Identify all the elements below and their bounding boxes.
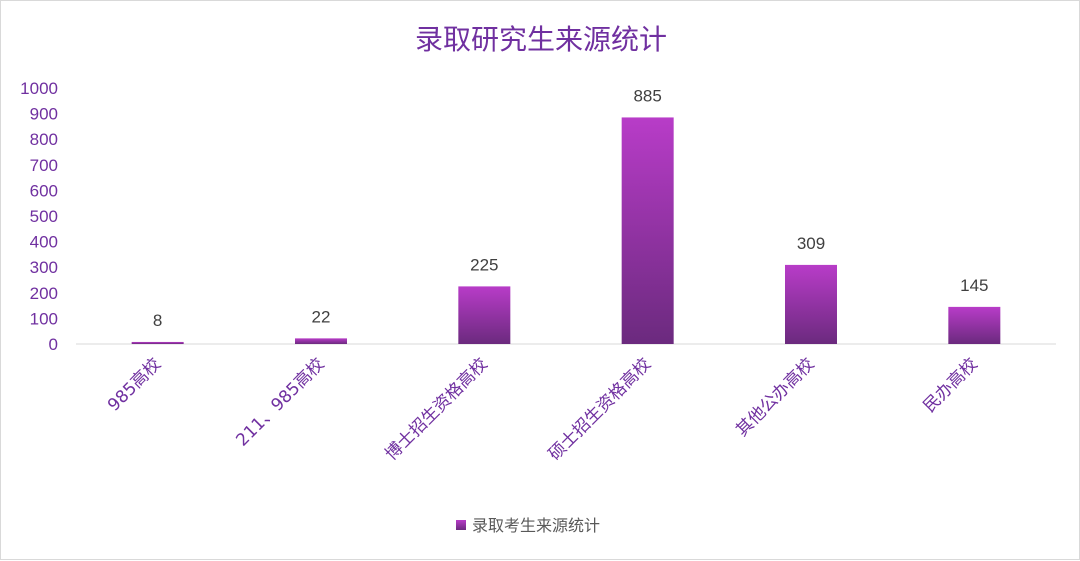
y-tick-label: 300	[30, 258, 58, 277]
y-tick-label: 0	[49, 335, 58, 354]
x-tick-label: 民办高校	[920, 354, 982, 416]
legend-label: 录取考生来源统计	[472, 516, 600, 535]
legend: 录取考生来源统计	[456, 516, 600, 535]
x-tick-label: 博士招生资格高校	[382, 354, 492, 464]
y-tick-label: 600	[30, 181, 58, 200]
x-axis: 985高校 211、985高校 博士招生资格高校 硕士招生资格高校 其他公办高校 民办高校	[104, 354, 982, 464]
data-label: 885	[633, 86, 661, 105]
chart-title: 录取研究生来源统计	[415, 23, 667, 56]
data-label: 8	[153, 311, 162, 330]
x-tick-label: 985高校	[104, 354, 165, 415]
y-tick-label: 400	[30, 233, 58, 252]
y-tick-label: 900	[30, 105, 58, 124]
x-tick-label: 211、985高校	[232, 354, 328, 450]
y-tick-label: 500	[30, 207, 58, 226]
bar	[785, 264, 837, 344]
x-tick-label: 硕士招生资格高校	[545, 354, 655, 464]
y-tick-label: 100	[30, 309, 58, 328]
legend-swatch	[456, 520, 466, 530]
y-axis: 0 100 200 300 400 500 600 700 800 900 1000	[20, 79, 58, 354]
bar	[458, 286, 511, 344]
y-tick-label: 1000	[20, 79, 58, 98]
bar	[948, 306, 1001, 344]
y-tick-label: 700	[30, 156, 58, 175]
bar	[295, 338, 347, 344]
y-tick-label: 200	[30, 284, 58, 303]
data-label: 225	[470, 255, 498, 274]
data-label: 309	[797, 234, 825, 253]
data-label: 145	[960, 276, 988, 295]
x-tick-label: 其他公办高校	[732, 354, 818, 440]
bar	[131, 341, 184, 344]
bars-group: 8 22 225 885 309 145	[131, 86, 1001, 344]
bar	[621, 117, 674, 344]
y-tick-label: 800	[30, 130, 58, 149]
data-label: 22	[312, 307, 331, 326]
